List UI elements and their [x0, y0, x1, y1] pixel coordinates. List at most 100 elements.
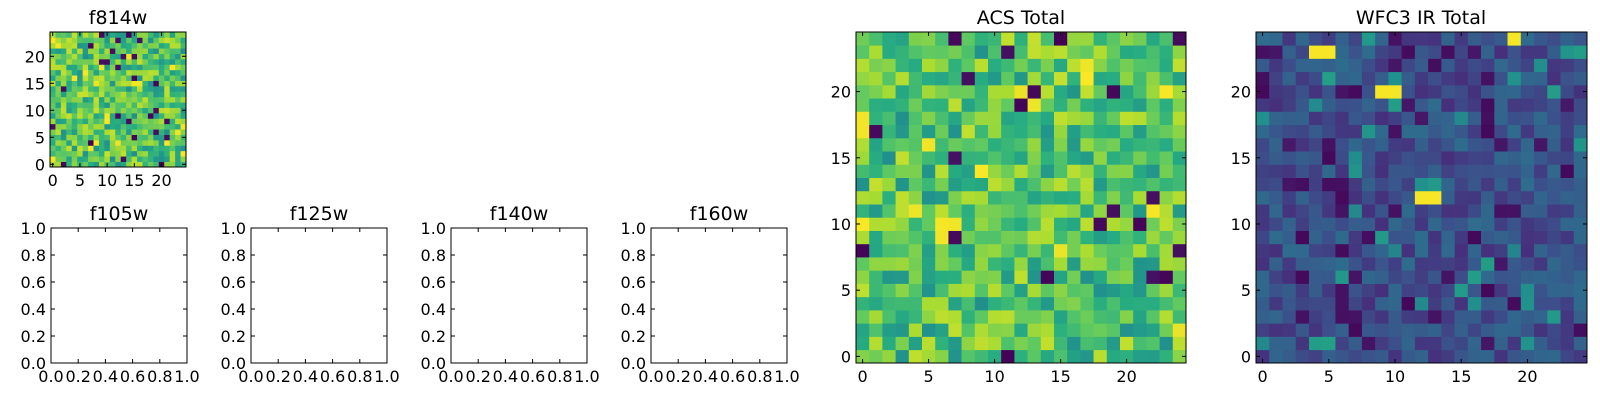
heatmap-cell [175, 86, 181, 92]
heatmap-cell [1414, 217, 1429, 231]
heatmap-cell [1106, 71, 1121, 86]
heatmap-cell [1481, 323, 1495, 337]
heatmap-cell [1388, 98, 1402, 112]
heatmap-cell [98, 134, 105, 141]
heatmap-cell [1520, 58, 1535, 73]
heatmap-cell [1172, 283, 1187, 298]
heatmap-cell [1388, 32, 1402, 46]
x-tick-label: 0.8 [147, 367, 172, 386]
heatmap-cell [961, 164, 976, 178]
heatmap-cell [895, 137, 910, 152]
heatmap-cell [1256, 151, 1270, 165]
heatmap-cell [1106, 177, 1121, 192]
x-tick-label: 5 [1324, 367, 1334, 386]
heatmap-cell [77, 96, 83, 103]
heatmap-cell [1014, 190, 1028, 205]
heatmap-cell [169, 134, 176, 141]
heatmap-cell [1067, 45, 1081, 59]
heatmap-cell [1348, 190, 1363, 205]
heatmap-cell [1146, 349, 1160, 364]
heatmap-cell [1001, 164, 1015, 178]
heatmap-cell [60, 69, 67, 76]
y-tick-label: 0.8 [221, 246, 246, 265]
heatmap-cell [1256, 204, 1270, 218]
panel-title: f125w [290, 203, 349, 225]
heatmap-cell [1054, 58, 1068, 73]
heatmap-cell [1335, 243, 1350, 258]
heatmap-cell [50, 59, 56, 65]
heatmap-cell [1560, 296, 1575, 311]
heatmap-cell [115, 96, 122, 103]
heatmap-cell [93, 69, 100, 76]
x-tick-label: 20 [151, 171, 171, 190]
heatmap-cell [93, 129, 100, 135]
heatmap-cell [126, 48, 132, 54]
heatmap-cell [88, 86, 94, 92]
heatmap-cell [1133, 111, 1147, 126]
heatmap-cell [1080, 230, 1094, 245]
heatmap-cell [948, 336, 962, 351]
heatmap-cell [1441, 283, 1455, 298]
heatmap-cell [948, 71, 962, 86]
heatmap-cell [126, 37, 132, 44]
heatmap-cell [1414, 296, 1429, 311]
heatmap-cell [1295, 71, 1310, 86]
heatmap-cell [142, 32, 149, 38]
heatmap-cell [1080, 84, 1094, 99]
heatmap-cell [1348, 349, 1363, 364]
heatmap-cell [908, 257, 923, 271]
heatmap-cell [988, 190, 1002, 205]
heatmap-cell [1120, 84, 1134, 99]
heatmap-cell [175, 53, 181, 60]
heatmap-cell [856, 257, 870, 271]
heatmap-cell [1494, 111, 1508, 126]
heatmap-cell [1454, 111, 1469, 126]
heatmap-cell [1308, 283, 1323, 298]
heatmap-cell [1348, 164, 1363, 178]
heatmap-cell [115, 102, 122, 108]
heatmap-cell [1106, 283, 1121, 298]
heatmap-cell [93, 59, 100, 65]
heatmap-cell [1467, 323, 1482, 337]
y-tick-label: 0.8 [621, 246, 646, 265]
heatmap-cell [55, 48, 62, 54]
heatmap-cell [1441, 124, 1455, 139]
heatmap-cell [104, 156, 111, 162]
heatmap-cell [1106, 32, 1121, 46]
heatmap-cell [1256, 45, 1270, 59]
heatmap-cell [153, 53, 160, 60]
heatmap-cell [55, 102, 62, 108]
heatmap-cell [120, 156, 127, 162]
heatmap-cell [98, 145, 105, 152]
heatmap-cell [109, 86, 116, 92]
heatmap-cell [153, 59, 160, 65]
heatmap-cells [856, 32, 1187, 364]
heatmap-cell [988, 336, 1002, 351]
heatmap-cell [1348, 310, 1363, 324]
heatmap-cell [856, 349, 870, 364]
heatmap-cell [77, 37, 83, 44]
heatmap-cell [55, 129, 62, 135]
heatmap-cell [1560, 230, 1575, 245]
x-tick-label: 0.0 [438, 367, 463, 386]
heatmap-cell [1040, 190, 1055, 205]
heatmap-cell [948, 98, 962, 112]
heatmap-cell [1172, 336, 1187, 351]
heatmap-cell [1520, 151, 1535, 165]
heatmap-cell [882, 323, 896, 337]
heatmap-cell [82, 102, 89, 108]
heatmap-cell [115, 48, 122, 54]
heatmap-cell [1494, 204, 1508, 218]
heatmap-cell [1388, 177, 1402, 192]
heatmap-cell [1414, 164, 1429, 178]
heatmap-cell [1093, 190, 1108, 205]
heatmap-cell [1054, 164, 1068, 178]
heatmap-cell [1040, 124, 1055, 139]
heatmap-cell [120, 86, 127, 92]
heatmap-cell [93, 42, 100, 49]
heatmap-cell [1560, 111, 1575, 126]
heatmap-cell [50, 145, 56, 152]
x-tick-label: 0.6 [120, 367, 145, 386]
heatmap-cell [93, 156, 100, 162]
